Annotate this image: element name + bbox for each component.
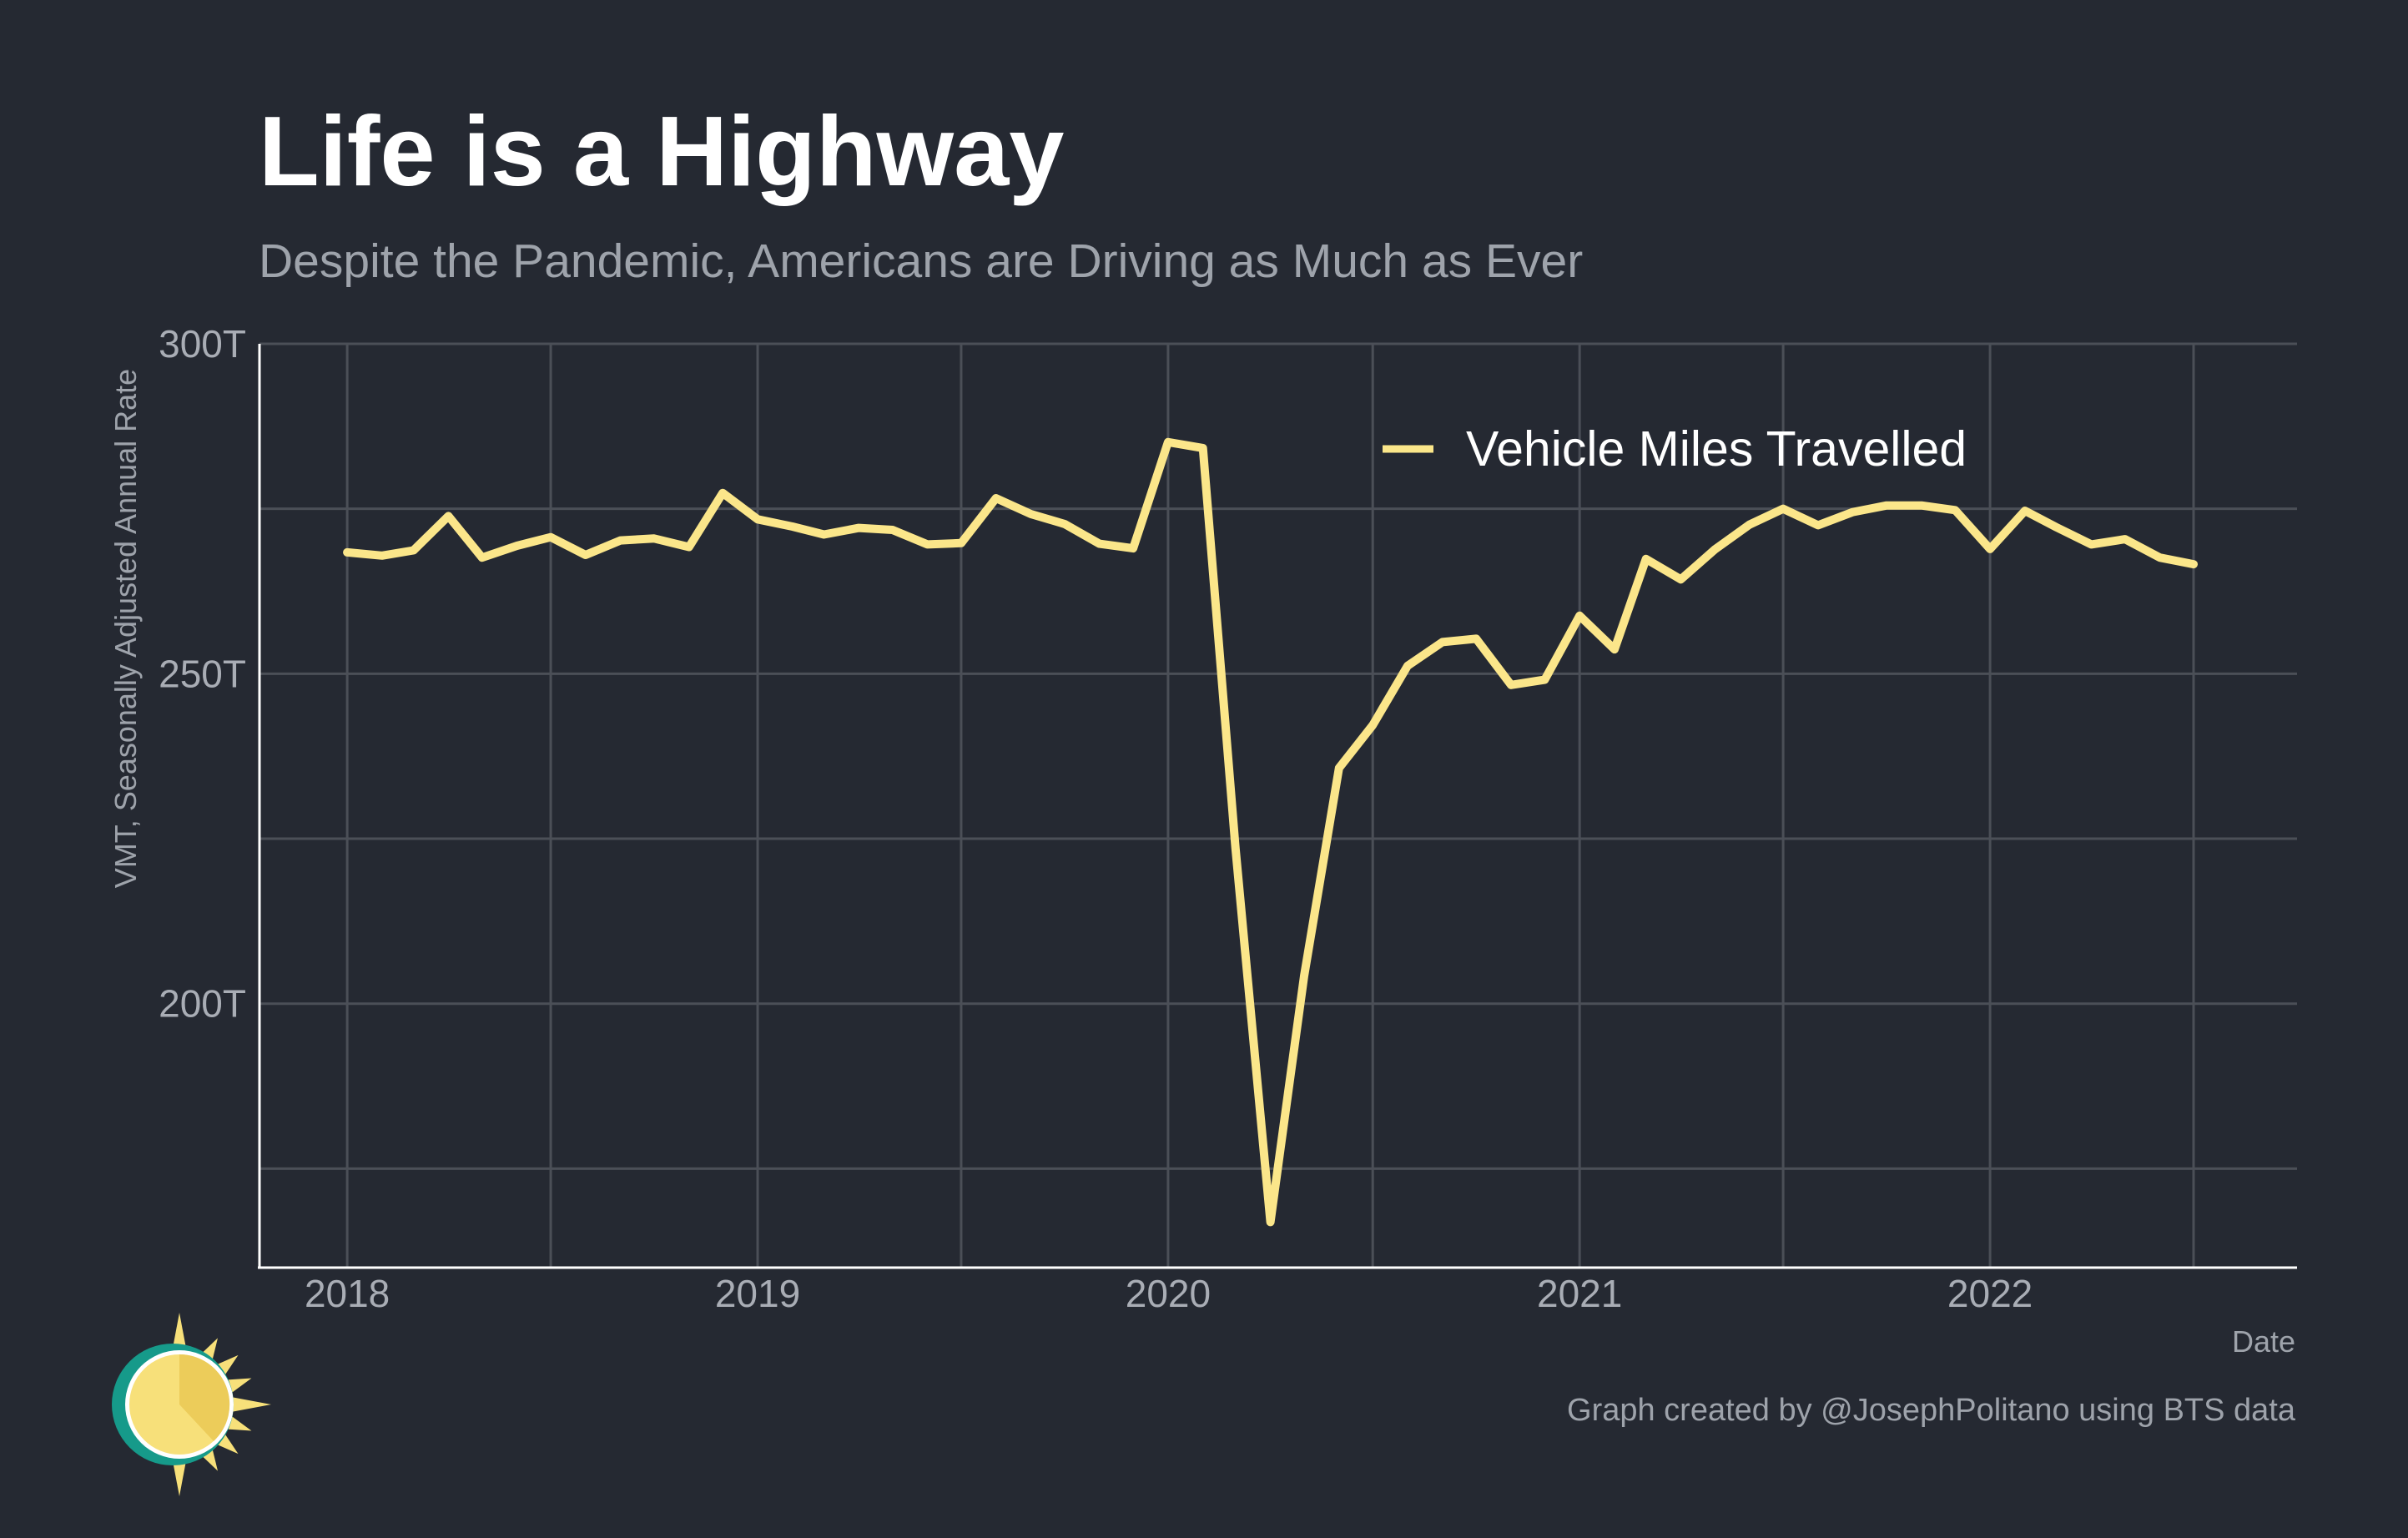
data-point <box>381 555 383 557</box>
data-point <box>1064 523 1065 525</box>
data-point <box>1510 684 1512 686</box>
data-point <box>1714 549 1715 551</box>
series-layer <box>343 437 2198 1227</box>
data-point <box>1338 767 1340 769</box>
data-point <box>1954 509 1956 511</box>
x-tick-label: 2020 <box>1126 1272 1211 1315</box>
y-axis-title: VMT, Seasonally Adjusted Annual Rate <box>108 369 143 888</box>
grid <box>259 342 2297 1268</box>
data-point <box>1817 524 1819 526</box>
logo-sun-shade <box>179 1354 230 1441</box>
sun-ray <box>229 1396 271 1413</box>
data-point <box>2124 538 2126 540</box>
chart-caption: Graph created by @JosephPolitano using B… <box>1567 1393 2296 1428</box>
data-point <box>995 497 997 499</box>
data-point <box>1680 578 1681 580</box>
data-point <box>1235 848 1237 850</box>
data-point <box>1442 641 1443 643</box>
data-point <box>892 529 894 531</box>
sun-logo-icon <box>112 1313 271 1496</box>
x-tick-label: 2018 <box>305 1272 390 1315</box>
data-point <box>1167 441 1169 443</box>
data-point <box>1475 638 1477 639</box>
data-point <box>1270 1221 1272 1223</box>
data-point <box>1132 547 1134 549</box>
legend-label: Vehicle Miles Travelled <box>1466 421 1967 477</box>
data-point <box>585 554 587 556</box>
y-tick-labels: 200T 250T 300T <box>159 322 246 1026</box>
data-point <box>927 543 928 545</box>
data-point <box>1989 548 1991 550</box>
x-tick-label: 2019 <box>715 1272 800 1315</box>
data-point <box>1749 524 1751 526</box>
x-tick-labels: 2018 2019 2020 2021 2022 <box>305 1272 2033 1315</box>
data-point <box>413 550 415 551</box>
data-point <box>2090 543 2092 545</box>
chart-subtitle: Despite the Pandemic, Americans are Driv… <box>259 234 1583 288</box>
x-tick-label: 2021 <box>1537 1272 1622 1315</box>
chart-title: Life is a Highway <box>259 96 1064 207</box>
data-point <box>1099 543 1101 545</box>
y-tick-label: 200T <box>159 982 246 1026</box>
data-point <box>1782 508 1784 510</box>
x-tick-label: 2022 <box>1947 1272 2033 1315</box>
data-point <box>481 557 483 558</box>
axes <box>258 344 2297 1269</box>
data-point <box>1645 558 1647 560</box>
y-tick-label: 250T <box>159 652 246 695</box>
data-point <box>653 537 655 539</box>
data-point <box>447 515 449 517</box>
data-point <box>620 540 622 542</box>
data-point <box>1921 505 1922 507</box>
data-point <box>1544 679 1545 680</box>
y-tick-label: 300T <box>159 322 246 366</box>
data-point <box>1030 513 1031 515</box>
data-point <box>2159 557 2161 558</box>
x-axis-title: Date <box>2232 1324 2295 1359</box>
data-point <box>1579 615 1580 617</box>
data-point <box>2024 510 2026 512</box>
data-point <box>960 542 962 544</box>
legend: Vehicle Miles Travelled <box>1383 421 1967 477</box>
data-point <box>1202 447 1204 449</box>
data-point <box>516 545 518 547</box>
